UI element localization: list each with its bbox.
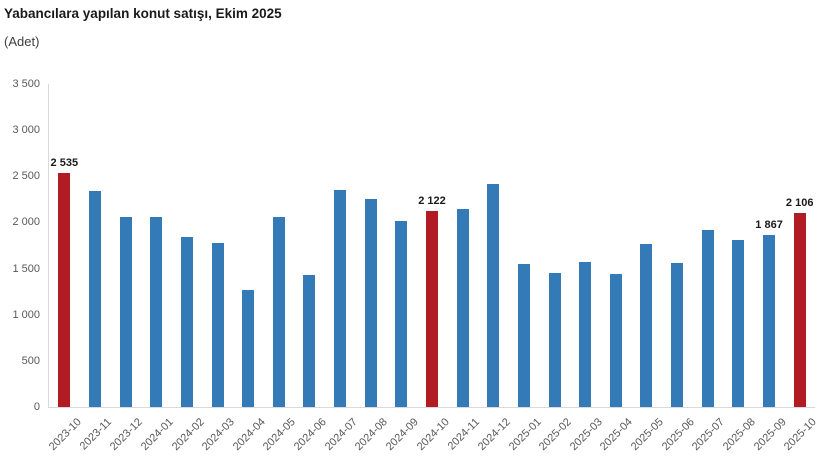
y-tick-label: 1 500 [12, 262, 40, 275]
x-tick-label-2024-03: 2024-03 [199, 416, 238, 454]
y-tick-label: 3 500 [12, 78, 40, 90]
bar-2025-04 [609, 274, 622, 407]
bar-2023-11 [88, 190, 101, 407]
bar-2025-10: 2 106 [786, 197, 813, 407]
bar-slot: 2025-05 [629, 84, 666, 453]
y-tick-label: 2 000 [12, 216, 40, 229]
x-tick-label-2024-07: 2024-07 [322, 416, 360, 454]
bar-2025-03 [579, 262, 592, 407]
bar-slot: 2025-02 [537, 84, 574, 453]
bar-slot: 2024-09 [384, 84, 421, 453]
y-tick-label: 2 500 [12, 170, 40, 183]
x-tick-label-2024-04: 2024-04 [230, 416, 268, 454]
bar-slot: 2024-07 [323, 84, 360, 453]
chart-title: Yabancılara yapılan konut satışı, Ekim 2… [4, 6, 282, 21]
x-tick-label-2024-01: 2024-01 [138, 416, 176, 454]
bar-slot: 2025-04 [598, 84, 635, 453]
y-axis: 0 500 1 000 1 500 2 000 2 500 3 000 3 500 [0, 78, 40, 413]
bar-slot: 2 106 2025-10 [782, 84, 819, 453]
bar-slot: 2025-08 [721, 84, 758, 453]
x-tick-label-2025-02: 2025-02 [537, 416, 575, 454]
x-tick-label-2024-05: 2024-05 [261, 416, 299, 454]
data-label-2025-09: 1 867 [755, 218, 783, 231]
bar-2024-12 [487, 184, 500, 407]
bar-2024-01 [150, 217, 163, 407]
x-tick-label-2024-02: 2024-02 [169, 416, 207, 454]
bar-2024-09 [395, 220, 408, 407]
x-tick-label-2025-01: 2025-01 [506, 416, 544, 454]
bar-slot: 2025-07 [690, 84, 727, 453]
bar-slot: 1 867 2025-09 [752, 84, 789, 453]
data-label-2025-10: 2 106 [785, 196, 814, 209]
bar-2024-06 [303, 274, 316, 407]
bar-2023-12 [119, 216, 132, 407]
x-tick-label-2025-08: 2025-08 [720, 416, 758, 454]
bar-slot: 2024-01 [139, 84, 176, 453]
x-tick-label-2025-07: 2025-07 [690, 416, 728, 454]
bar-slot: 2025-03 [568, 84, 605, 453]
x-tick-label-2025-06: 2025-06 [659, 416, 697, 454]
plot-area: 2 535 2023-10 2023-11 2023-12 2024-01 2024-02… [47, 84, 819, 453]
x-tick-label-2024-11: 2024-11 [445, 416, 483, 453]
bar-2025-05 [640, 244, 653, 407]
bars-container: 2 535 2023-10 2023-11 2023-12 2024-01 2024-02… [47, 84, 819, 453]
bar-slot: 2024-05 [261, 84, 298, 453]
y-tick-label: 3 000 [12, 124, 40, 137]
bar-slot: 2024-02 [169, 84, 206, 453]
bar-slot: 2025-01 [506, 84, 543, 453]
bar-slot: 2023-12 [108, 84, 145, 453]
y-tick-label: 1 000 [12, 308, 40, 321]
bar-2025-02 [548, 273, 561, 407]
x-tick-label-2023-12: 2023-12 [108, 416, 146, 454]
x-tick-label-2024-09: 2024-09 [383, 416, 421, 454]
x-tick-label-2023-11: 2023-11 [77, 416, 115, 453]
bar-2024-07 [334, 190, 347, 407]
bar-slot: 2 122 2024-10 [414, 84, 451, 453]
bar-slot: 2024-04 [231, 84, 268, 453]
bar-2025-06 [671, 263, 684, 407]
x-tick-label-2025-05: 2025-05 [628, 416, 666, 454]
bar-2025-01 [517, 264, 530, 407]
bar-slot: 2 535 2023-10 [47, 84, 84, 453]
bar-2023-10: 2 535 [51, 157, 78, 407]
x-tick-label-2023-10: 2023-10 [46, 416, 84, 454]
x-tick-label-2024-06: 2024-06 [291, 416, 329, 454]
bar-slot: 2024-12 [476, 84, 513, 453]
x-tick-label-2024-08: 2024-08 [353, 416, 391, 454]
data-label-2024-10: 2 122 [418, 195, 446, 208]
chart-unit-label: (Adet) [4, 34, 40, 49]
bar-slot: 2023-11 [78, 84, 114, 452]
x-tick-label-2024-10: 2024-10 [414, 416, 452, 454]
y-tick-label: 0 [33, 401, 40, 413]
bar-slot: 2025-06 [660, 84, 697, 453]
bar-2024-10: 2 122 [418, 195, 446, 407]
bar-slot: 2024-06 [292, 84, 329, 453]
bar-2025-09: 1 867 [755, 219, 783, 407]
x-tick-label-2025-04: 2025-04 [598, 416, 636, 454]
bar-slot: 2024-03 [200, 84, 237, 453]
bar-2025-08 [732, 239, 745, 407]
bar-2024-11 [456, 208, 469, 407]
bar-2024-05 [272, 216, 285, 407]
y-tick-label: 500 [21, 354, 40, 367]
bar-2024-02 [180, 236, 193, 407]
x-tick-label-2024-12: 2024-12 [475, 416, 513, 454]
bar-slot: 2024-11 [446, 84, 482, 452]
x-tick-label-2025-10: 2025-10 [782, 416, 820, 454]
bar-2024-04 [242, 289, 255, 407]
bar-2024-03 [211, 243, 224, 407]
bar-slot: 2024-08 [353, 84, 390, 453]
x-tick-label-2025-09: 2025-09 [751, 416, 789, 454]
data-label-2023-10: 2 535 [50, 157, 79, 170]
bar-2024-08 [364, 198, 377, 407]
bar-2025-07 [701, 230, 714, 407]
x-tick-label-2025-03: 2025-03 [567, 416, 605, 454]
